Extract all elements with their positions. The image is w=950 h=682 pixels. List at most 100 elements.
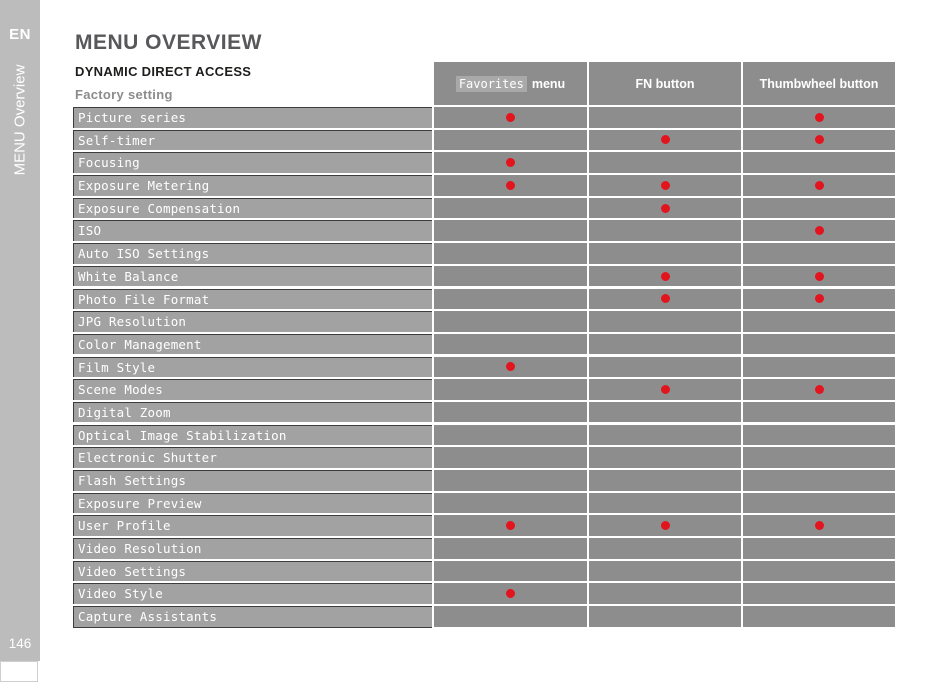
dot-cell-thumbwheel xyxy=(743,492,895,514)
dot-cell-thumbwheel xyxy=(743,197,895,219)
dot-cell-favorites xyxy=(434,492,587,514)
dot-cell-thumbwheel xyxy=(743,470,895,491)
table-row: Auto ISO Settings xyxy=(73,243,895,266)
table-row: Self-timer xyxy=(73,129,895,153)
table-row: Electronic Shutter xyxy=(73,447,895,470)
dot-cell-fn xyxy=(589,107,741,128)
row-label: Optical Image Stabilization xyxy=(73,424,432,446)
dot-cell-fn xyxy=(589,424,741,446)
table-row: Exposure Compensation xyxy=(73,197,895,221)
dot-cell-favorites xyxy=(434,379,587,400)
dot-cell-fn xyxy=(589,606,741,627)
dot-cell-thumbwheel xyxy=(743,175,895,196)
table-row: Exposure Metering xyxy=(73,175,895,198)
table-row: Flash Settings xyxy=(73,470,895,493)
dot-cell-thumbwheel xyxy=(743,333,895,355)
dot-cell-fn xyxy=(589,515,741,536)
page-number: 146 xyxy=(8,636,32,651)
dot-cell-thumbwheel xyxy=(743,288,895,309)
dot-cell-fn xyxy=(589,243,741,264)
sidebar xyxy=(0,0,40,661)
row-label: Electronic Shutter xyxy=(73,447,432,468)
dot-cell-fn xyxy=(589,152,741,173)
dot-cell-favorites xyxy=(434,447,587,468)
red-dot-icon xyxy=(660,271,670,281)
table-row: User Profile xyxy=(73,515,895,538)
table-row: Video Resolution xyxy=(73,538,895,561)
dot-cell-fn xyxy=(589,265,741,287)
table-row: White Balance xyxy=(73,265,895,289)
dot-cell-fn xyxy=(589,447,741,468)
table-row: Focusing xyxy=(73,152,895,175)
dot-cell-fn xyxy=(589,175,741,196)
dot-cell-thumbwheel xyxy=(743,220,895,241)
dot-cell-thumbwheel xyxy=(743,243,895,264)
row-label: Video Settings xyxy=(73,560,432,582)
row-label: ISO xyxy=(73,220,432,241)
red-dot-icon xyxy=(506,180,515,190)
row-label: Exposure Metering xyxy=(73,175,432,196)
row-label: Photo File Format xyxy=(73,288,432,309)
dot-cell-favorites xyxy=(434,129,587,151)
red-dot-icon xyxy=(814,294,824,304)
corner-box xyxy=(0,661,38,682)
dot-cell-fn xyxy=(589,470,741,491)
table-row: ISO xyxy=(73,220,895,243)
language-badge: EN xyxy=(9,26,31,43)
row-label: Video Resolution xyxy=(73,538,432,559)
dot-cell-fn xyxy=(589,538,741,559)
table-row: Photo File Format xyxy=(73,288,895,312)
dot-cell-favorites xyxy=(434,107,587,128)
favorites-menu-label: menu xyxy=(531,76,566,91)
red-dot-icon xyxy=(660,294,670,304)
table-row: Exposure Preview xyxy=(73,492,895,516)
red-dot-icon xyxy=(660,180,670,190)
dot-cell-favorites xyxy=(434,560,587,582)
red-dot-icon xyxy=(814,271,824,281)
table-row: Digital Zoom xyxy=(73,401,895,425)
favorites-highlight: Favorites xyxy=(455,75,527,92)
subsection-title: Factory setting xyxy=(75,87,173,102)
red-dot-icon xyxy=(814,521,824,531)
red-dot-icon xyxy=(506,158,515,168)
row-label: White Balance xyxy=(73,265,432,287)
dot-cell-thumbwheel xyxy=(743,265,895,287)
dot-cell-favorites xyxy=(434,311,587,332)
dot-cell-fn xyxy=(589,220,741,241)
red-dot-icon xyxy=(814,180,824,190)
section-title: DYNAMIC DIRECT ACCESS xyxy=(75,64,252,79)
red-dot-icon xyxy=(814,112,824,122)
dot-cell-fn xyxy=(589,492,741,514)
dot-cell-favorites xyxy=(434,515,587,536)
header-cell-thumbwheel-button: Thumbwheel button xyxy=(743,62,895,105)
dot-cell-thumbwheel xyxy=(743,560,895,582)
row-label: Focusing xyxy=(73,152,432,173)
dot-cell-fn xyxy=(589,379,741,400)
dot-cell-thumbwheel xyxy=(743,515,895,536)
table-row: JPG Resolution xyxy=(73,311,895,334)
row-label: Scene Modes xyxy=(73,379,432,400)
header-cell-fn-button: FN button xyxy=(589,62,741,105)
dot-cell-fn xyxy=(589,560,741,582)
dot-cell-favorites xyxy=(434,424,587,446)
red-dot-icon xyxy=(506,112,515,122)
dot-cell-favorites xyxy=(434,175,587,196)
dot-cell-favorites xyxy=(434,265,587,287)
dot-cell-fn xyxy=(589,356,741,378)
table-row: Video Style xyxy=(73,583,895,606)
dot-cell-favorites xyxy=(434,401,587,423)
red-dot-icon xyxy=(660,135,670,145)
table-row: Picture series xyxy=(73,107,895,130)
row-label: Exposure Preview xyxy=(73,492,432,514)
table-row: Color Management xyxy=(73,333,895,357)
dot-cell-thumbwheel xyxy=(743,447,895,468)
red-dot-icon xyxy=(660,203,670,213)
dot-cell-thumbwheel xyxy=(743,356,895,378)
row-label: Film Style xyxy=(73,356,432,378)
red-dot-icon xyxy=(814,226,824,236)
table-body: Picture series Self-timer Focusing Expos… xyxy=(73,107,895,629)
dot-cell-favorites xyxy=(434,583,587,604)
dot-cell-thumbwheel xyxy=(743,129,895,151)
table-row: Scene Modes xyxy=(73,379,895,402)
